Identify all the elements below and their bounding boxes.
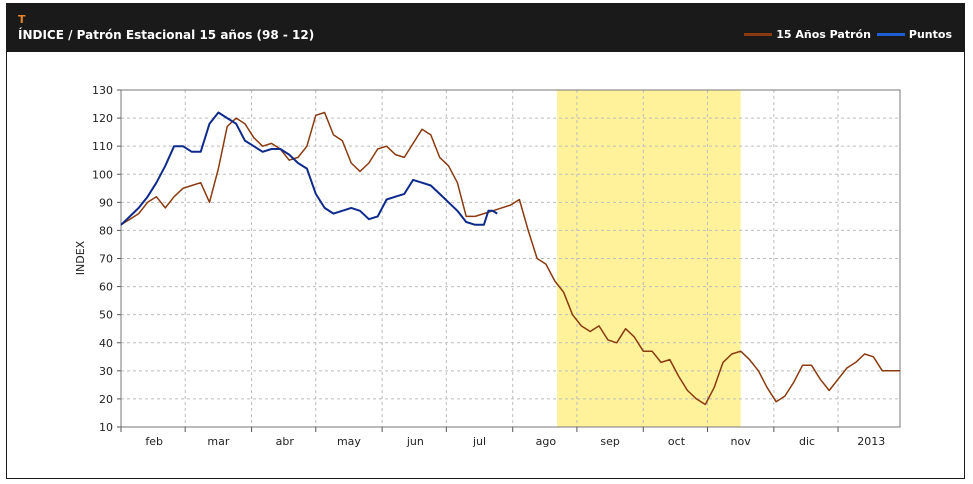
x-tick-label: nov [731,435,752,448]
x-tick-label: mar [207,435,229,448]
series-line-puntos [120,111,498,226]
y-tick-label: 40 [99,337,113,350]
plot-border [120,89,901,428]
y-tick-label: 130 [92,84,113,97]
series-line-pattern [120,111,900,406]
ticker-symbol: T [18,13,26,26]
y-axis-label: INDEX [74,240,87,275]
x-tick-label: jun [406,435,424,448]
x-tick-label: dic [799,435,815,448]
y-tick-label: 20 [99,393,113,406]
x-tick-label: ago [536,435,557,448]
x-tick-label: abr [276,435,295,448]
y-tick-label: 70 [99,253,113,266]
y-tick-label: 80 [99,224,113,237]
legend-swatch-pattern [744,33,773,36]
y-tick-label: 30 [99,365,113,378]
y-tick-label: 120 [92,112,113,125]
title-bar: T ÍNDICE / Patrón Estacional 15 años (98… [7,4,964,52]
x-tick-label: jul [472,435,486,448]
y-tick-label: 100 [92,168,113,181]
chart-title: ÍNDICE / Patrón Estacional 15 años (98 -… [18,28,315,42]
x-tick-label: may [337,435,361,448]
x-tick-label: oct [668,435,686,448]
legend-label-pattern: 15 Años Patrón [776,28,871,41]
chart-panel: T ÍNDICE / Patrón Estacional 15 años (98… [6,3,965,479]
x-tick-label: 2013 [857,435,885,448]
y-tick-label: 10 [99,421,113,434]
legend-item-pattern[interactable]: 15 Años Patrón [744,28,871,41]
legend-swatch-puntos [876,33,905,36]
legend-item-puntos[interactable]: Puntos [876,28,952,41]
y-tick-label: 90 [99,196,113,209]
x-tick-label: sep [600,435,619,448]
x-tick-label: feb [145,435,163,448]
y-tick-label: 110 [92,140,113,153]
y-tick-label: 60 [99,281,113,294]
legend-label-puntos: Puntos [908,28,952,41]
legend: 15 Años Patrón Puntos [738,28,952,41]
y-tick-label: 50 [99,309,113,322]
